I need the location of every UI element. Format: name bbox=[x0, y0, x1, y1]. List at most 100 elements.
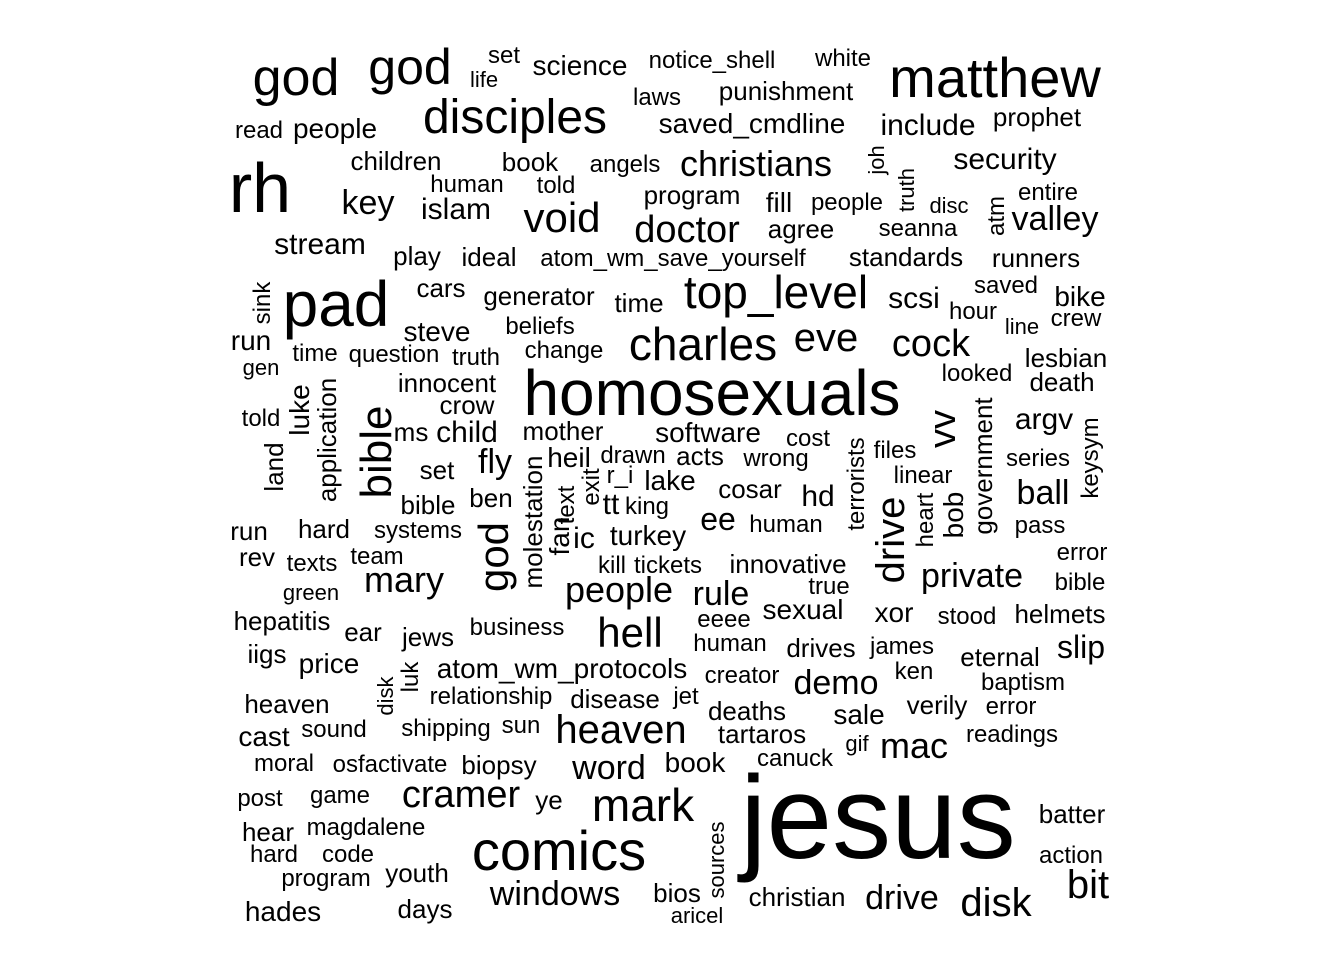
cloud-word: rule bbox=[692, 575, 750, 613]
cloud-word: play bbox=[393, 241, 441, 271]
cloud-word: crew bbox=[1050, 305, 1102, 332]
cloud-word: read bbox=[234, 117, 284, 144]
cloud-word: application bbox=[312, 377, 342, 503]
cloud-word: disc bbox=[929, 193, 969, 218]
cloud-word: gif bbox=[845, 731, 869, 756]
cloud-word: bios bbox=[653, 878, 701, 908]
cloud-word: biopsy bbox=[461, 750, 537, 780]
cloud-word: heaven bbox=[555, 708, 687, 752]
cloud-word: sale bbox=[833, 699, 885, 730]
cloud-word: vv bbox=[922, 410, 964, 448]
cloud-word: hear bbox=[241, 817, 295, 847]
cloud-word: error bbox=[1056, 539, 1108, 566]
cloud-word: hepatitis bbox=[233, 606, 331, 636]
cloud-word: molestation bbox=[518, 455, 548, 589]
cloud-word: program bbox=[281, 865, 371, 892]
cloud-word: tickets bbox=[633, 552, 703, 579]
cloud-word: homosexuals bbox=[523, 357, 901, 429]
cloud-word: rh bbox=[228, 149, 292, 227]
cloud-word: generator bbox=[483, 281, 595, 311]
cloud-word: told bbox=[536, 172, 576, 199]
cloud-word: ball bbox=[1016, 474, 1070, 512]
cloud-word: matthew bbox=[889, 46, 1101, 109]
cloud-word: hades bbox=[244, 896, 322, 927]
cloud-word: slip bbox=[1056, 629, 1106, 665]
cloud-word: tt bbox=[602, 488, 620, 521]
cloud-word: pad bbox=[282, 268, 390, 340]
cloud-word: god bbox=[368, 39, 452, 95]
cloud-word: osfactivate bbox=[332, 751, 448, 778]
cloud-word: prophet bbox=[992, 102, 1082, 132]
cloud-word: book bbox=[501, 147, 559, 177]
cloud-word: eternal bbox=[960, 642, 1040, 672]
cloud-word: action bbox=[1038, 842, 1104, 869]
cloud-word: innocent bbox=[397, 368, 497, 398]
cloud-word: eeee bbox=[697, 606, 751, 633]
cloud-word: business bbox=[469, 614, 565, 641]
cloud-word: punishment bbox=[718, 76, 854, 106]
cloud-word: code bbox=[321, 841, 375, 868]
cloud-word: innovative bbox=[729, 549, 847, 579]
cloud-word: set bbox=[487, 42, 521, 69]
cloud-word: post bbox=[237, 785, 283, 812]
cloud-word: cramer bbox=[401, 774, 521, 816]
cloud-word: death bbox=[1029, 367, 1095, 397]
cloud-word: r_i bbox=[606, 462, 634, 489]
cloud-word: fly bbox=[478, 443, 512, 481]
cloud-word: children bbox=[350, 146, 442, 176]
cloud-word: files bbox=[873, 437, 917, 464]
cloud-word: standards bbox=[848, 242, 964, 272]
cloud-word: magdalene bbox=[306, 814, 426, 841]
cloud-word: eve bbox=[793, 316, 859, 360]
cloud-word: pass bbox=[1014, 512, 1066, 539]
cloud-word: atom_wm_save_yourself bbox=[540, 245, 806, 272]
cloud-word: acts bbox=[676, 441, 724, 471]
cloud-word: software bbox=[655, 417, 761, 448]
cloud-word: mac bbox=[879, 725, 949, 766]
cloud-word: moral bbox=[253, 750, 315, 777]
cloud-word: science bbox=[532, 50, 628, 81]
cloud-word: bit bbox=[1066, 863, 1110, 907]
cloud-word: hell bbox=[597, 609, 663, 656]
cloud-word: luke bbox=[284, 384, 315, 436]
cloud-word: terrorists bbox=[843, 437, 870, 531]
cloud-word: shipping bbox=[401, 715, 491, 742]
cloud-word: valley bbox=[1011, 200, 1099, 238]
cloud-word: heaven bbox=[244, 689, 330, 719]
cloud-word: seanna bbox=[878, 215, 958, 242]
cloud-word: baptism bbox=[980, 669, 1066, 696]
cloud-word: kill bbox=[598, 552, 626, 579]
cloud-word: bible bbox=[400, 490, 456, 520]
cloud-word: god bbox=[470, 521, 517, 593]
cloud-word: ideal bbox=[461, 242, 517, 272]
cloud-word: human bbox=[693, 630, 767, 657]
cloud-word: white bbox=[814, 45, 872, 72]
cloud-word: verily bbox=[906, 690, 968, 720]
cloud-word: gen bbox=[242, 355, 280, 380]
cloud-word: james bbox=[869, 633, 935, 660]
cloud-word: bob bbox=[938, 491, 969, 539]
cloud-word: mary bbox=[364, 559, 444, 600]
cloud-word: bible bbox=[1054, 569, 1106, 596]
cloud-word: wrong bbox=[743, 445, 809, 472]
cloud-word: comics bbox=[471, 819, 647, 882]
cloud-word: agree bbox=[767, 214, 835, 244]
cloud-word: luk bbox=[397, 661, 424, 693]
cloud-word: ben bbox=[469, 483, 513, 513]
cloud-word: human bbox=[430, 171, 504, 198]
cloud-word: stood bbox=[937, 603, 997, 630]
cloud-word: helmets bbox=[1014, 599, 1106, 629]
cloud-word: private bbox=[920, 557, 1024, 595]
cloud-word: tartaros bbox=[717, 719, 807, 749]
cloud-word: aricel bbox=[670, 903, 724, 928]
cloud-word: government bbox=[968, 397, 998, 535]
cloud-word: disease bbox=[570, 684, 660, 714]
cloud-word: key bbox=[341, 184, 395, 222]
cloud-word: cost bbox=[785, 425, 831, 452]
cloud-word: include bbox=[880, 109, 976, 142]
cloud-word: ear bbox=[344, 617, 382, 647]
cloud-word: exit bbox=[578, 468, 605, 506]
cloud-word: drive bbox=[865, 879, 939, 917]
cloud-word: saved bbox=[973, 272, 1039, 299]
